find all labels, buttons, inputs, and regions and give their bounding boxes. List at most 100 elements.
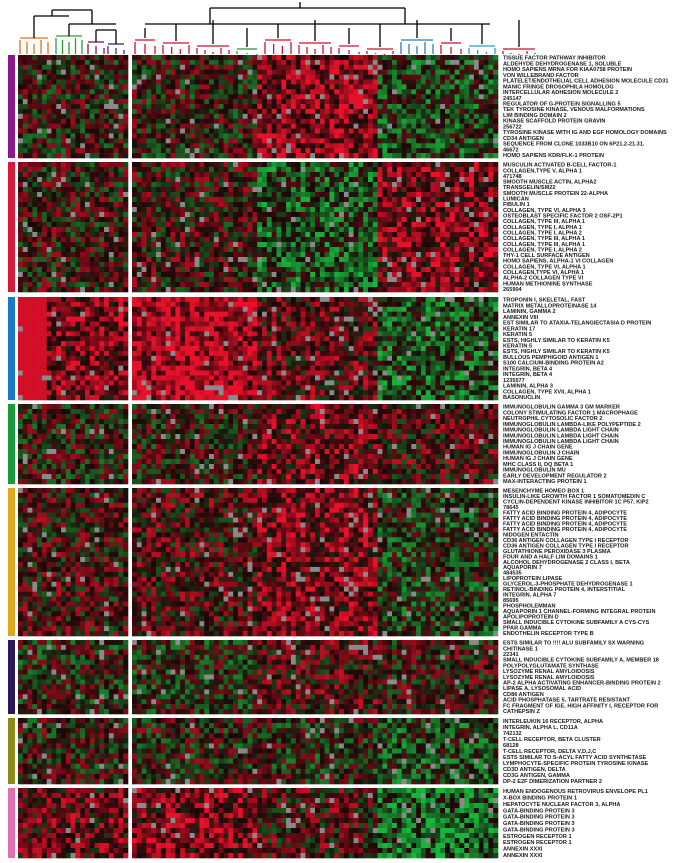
heatmap-cell — [358, 104, 364, 110]
heatmap-cell — [141, 217, 147, 223]
heatmap-cell — [262, 69, 268, 75]
heatmap-cell — [118, 247, 124, 253]
heatmap-cell — [290, 108, 297, 115]
heatmap-cell — [449, 207, 455, 213]
heatmap-cell — [401, 277, 407, 283]
heatmap-cell — [75, 108, 81, 115]
heatmap-cell — [209, 277, 215, 283]
heatmap-cell — [228, 267, 234, 273]
heatmap-cell — [184, 272, 191, 278]
heatmap-cell — [80, 197, 86, 203]
heatmap-cell — [41, 227, 47, 233]
heatmap-cell — [141, 128, 147, 134]
heatmap-cell — [108, 301, 114, 308]
heatmap-cell — [334, 257, 340, 263]
heatmap-cell — [180, 252, 186, 258]
heatmap-cell — [94, 138, 100, 144]
heatmap-cell — [218, 202, 224, 208]
heatmap-cell — [382, 287, 388, 293]
heatmap-cell — [324, 69, 330, 75]
heatmap-cell — [257, 79, 263, 85]
heatmap-cell — [32, 133, 38, 139]
heatmap-cell — [204, 197, 210, 203]
heatmap-cell — [324, 247, 330, 253]
heatmap-cell — [213, 143, 219, 149]
heatmap-cell — [353, 247, 359, 253]
heatmap-cell — [99, 187, 105, 193]
heatmap-cell — [22, 69, 28, 75]
heatmap-cell — [180, 123, 186, 129]
heatmap-cell — [271, 257, 277, 263]
heatmap-cell — [262, 237, 268, 243]
heatmap-cell — [425, 197, 431, 203]
heatmap-cell — [343, 113, 350, 120]
heatmap-cell — [324, 242, 330, 248]
heatmap-cell — [406, 138, 412, 144]
heatmap-cell — [358, 187, 364, 193]
heatmap-cell — [469, 59, 475, 66]
heatmap-cell — [454, 187, 460, 193]
heatmap-cell — [387, 162, 393, 168]
heatmap-cell — [37, 247, 43, 253]
heatmap-cell — [46, 267, 52, 273]
heatmap-cell — [56, 262, 62, 268]
heatmap-cell — [189, 217, 195, 223]
heatmap-cell — [252, 64, 258, 71]
heatmap-cell — [18, 69, 24, 75]
heatmap-cell — [281, 148, 287, 154]
heatmap-cell — [257, 227, 263, 233]
heatmap-cell — [449, 99, 455, 105]
heatmap-cell — [469, 207, 475, 213]
heatmap-cell — [132, 89, 138, 95]
heatmap-cell — [449, 162, 455, 168]
heatmap-cell — [199, 252, 205, 258]
heatmap-cell — [295, 227, 301, 233]
heatmap-cell — [449, 59, 455, 66]
heatmap-cell — [387, 148, 393, 154]
heatmap-cell — [290, 187, 297, 193]
heatmap-cell — [483, 138, 489, 144]
heatmap-cell — [454, 172, 460, 178]
heatmap-cell — [70, 177, 76, 183]
heatmap-cell — [416, 123, 422, 129]
heatmap-cell — [94, 287, 100, 293]
heatmap-cell — [247, 232, 253, 238]
heatmap-cell — [343, 55, 350, 61]
heatmap-cell — [170, 123, 176, 129]
heatmap-cell — [315, 272, 321, 278]
heatmap-cell — [237, 153, 244, 159]
heatmap-cell — [469, 108, 475, 115]
heatmap-cell — [473, 207, 480, 213]
heatmap-cell — [464, 197, 470, 203]
heatmap-cell — [425, 162, 431, 168]
heatmap-cell — [175, 138, 181, 144]
heatmap-cell — [411, 148, 417, 154]
heatmap-cell — [218, 123, 224, 129]
heatmap-cell — [262, 192, 268, 198]
heatmap-cell — [141, 282, 147, 288]
heatmap-cell — [329, 138, 335, 144]
heatmap-cell — [75, 79, 81, 85]
heatmap-cell — [41, 167, 47, 173]
heatmap-cell — [363, 197, 369, 203]
heatmap-cell — [430, 69, 436, 75]
heatmap-cell — [440, 187, 446, 193]
heatmap-cell — [459, 172, 465, 178]
heatmap-cell — [358, 84, 364, 90]
heatmap-cell — [271, 282, 277, 288]
heatmap-cell — [151, 237, 157, 243]
heatmap-cell — [353, 207, 359, 213]
heatmap-cell — [160, 217, 167, 223]
heatmap-cell — [194, 89, 200, 95]
heatmap-cell — [189, 252, 195, 258]
heatmap-cell — [242, 252, 248, 258]
heatmap-cell — [108, 232, 114, 238]
heatmap-cell — [392, 282, 398, 288]
heatmap-cell — [32, 316, 38, 322]
heatmap-cell — [416, 89, 422, 95]
heatmap-cell — [237, 64, 244, 71]
heatmap-cell — [392, 55, 398, 61]
heatmap-cell — [146, 138, 152, 144]
heatmap-cell — [435, 242, 441, 248]
heatmap-cell — [411, 99, 417, 105]
